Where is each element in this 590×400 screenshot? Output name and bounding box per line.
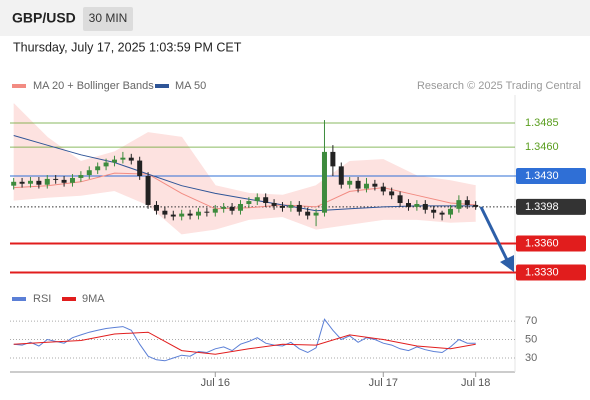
legend-swatch [155,84,169,88]
candle-body [447,208,453,215]
candle-body [237,203,243,211]
legend-label: 9MA [82,293,105,305]
bollinger-band [13,103,476,234]
forecast-arrowhead [500,255,514,272]
candle-body [330,151,336,167]
candle-body [11,181,17,186]
candle-body [27,180,33,184]
candle-body [53,178,59,180]
forecast-arrow [479,206,510,263]
candle-body [187,213,193,216]
candle-body [204,211,210,213]
indicator-line [13,331,476,355]
timestamp: Thursday, July 17, 2025 1:03:59 PM CET [13,40,242,54]
candle-body [36,180,42,185]
band-edge [13,103,476,196]
candle-body [380,186,386,192]
candle-body [456,200,462,209]
candle-body [145,176,151,205]
candle-body [229,206,235,211]
candle-body [397,195,403,204]
candle-body [321,151,327,213]
candle-body [431,209,437,213]
credit: Research © 2025 Trading Central [417,80,581,92]
band-edge [13,189,476,235]
legend-swatch [12,297,26,301]
candle-body [69,177,75,183]
candle-body [86,170,92,176]
legend-label: RSI [33,293,51,305]
candle-body [95,166,101,171]
candle-body [78,175,84,178]
indicator-line [13,318,476,362]
candle-body [473,204,479,207]
candle-body [221,206,227,209]
level-label: 1.3360 [525,237,559,249]
y-tick-label: 50 [525,333,537,345]
candle-body [179,213,185,217]
level-box [516,198,586,215]
candle-body [128,157,134,161]
x-tick-label: Jul 16 [201,377,230,389]
candle-body [120,157,126,160]
candle-body [305,211,311,216]
candle-body [137,160,143,177]
interval: 30 MIN [89,11,128,25]
x-tick-label: Jul 17 [369,377,398,389]
candle-body [19,181,25,184]
candle-body [372,183,378,187]
candle-body [363,183,369,189]
candle-body [338,166,344,185]
legend-swatch [62,297,76,301]
x-tick-label: Jul 18 [461,377,490,389]
candle-body [103,162,109,167]
candle-body [44,178,50,185]
symbol: GBP/USD [12,10,76,26]
legend-label: MA 50 [175,80,206,92]
candle-body [288,204,294,208]
level-label: 1.3485 [525,117,559,129]
candle-body [162,210,168,215]
level-label: 1.3330 [525,266,559,278]
level-box [516,168,586,185]
candle-body [263,197,269,204]
level-label: 1.3460 [525,141,559,153]
plot: 1.3485 1.3460 1.3430 1.3398 1.3360 1.3330 70 50… [10,103,586,389]
level-label: 1.3430 [525,170,559,182]
candle-body [195,211,201,216]
legend-label: MA 20 + Bollinger Bands [33,80,154,92]
candle-body [279,205,285,208]
y-tick-label: 70 [525,315,537,327]
candle-body [153,204,159,211]
candle-body [271,203,277,206]
candle-body [389,191,395,196]
interval-badge [83,7,133,31]
legend-swatch [12,84,26,88]
candle-body [61,179,67,183]
candle-body [296,204,302,212]
candle-body [246,201,252,204]
level-label: 1.3398 [525,201,559,213]
candle-body [313,212,319,216]
candle-body [414,203,420,207]
candle-body [405,203,411,207]
candle-body [439,212,445,215]
level-box [516,264,586,281]
candle-body [347,180,353,185]
y-tick-label: 30 [525,352,537,364]
candle-body [464,200,470,205]
candle-body [254,197,260,202]
level-box [516,235,586,252]
candle-body [355,180,361,189]
candle-body [422,203,428,210]
candle-body [212,208,218,213]
candle-body [170,214,176,217]
candle-body [111,159,117,163]
